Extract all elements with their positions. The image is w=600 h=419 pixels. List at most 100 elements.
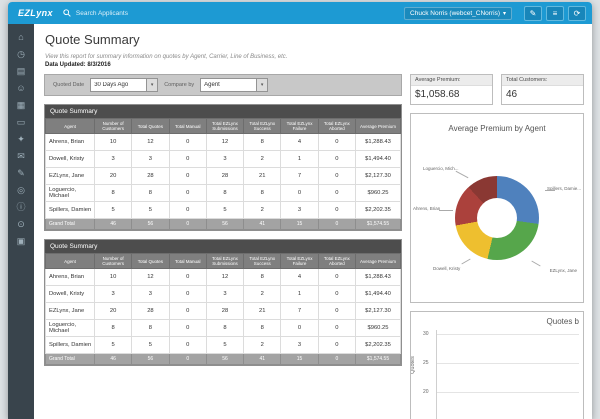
column-header[interactable]: Total EZLynx Failure: [280, 253, 319, 269]
card-icon[interactable]: ▭: [16, 117, 26, 127]
compose-icon[interactable]: ✎: [524, 5, 542, 21]
ezlynx-logo: EZLynx: [18, 8, 53, 18]
table-cell: 0: [317, 184, 357, 202]
compare-by-label: Compare by: [164, 82, 195, 88]
compare-by-select[interactable]: Agent ▾: [200, 78, 269, 92]
chart-title: Average Premium by Agent: [448, 124, 546, 133]
column-header[interactable]: Agent: [45, 253, 95, 269]
grand-total-cell: 41: [243, 353, 282, 365]
table-cell: 2: [243, 336, 282, 354]
column-header[interactable]: Total Manual: [168, 118, 207, 134]
refresh-icon[interactable]: ⟳: [568, 5, 586, 21]
table-cell: 0: [317, 285, 357, 303]
column-header[interactable]: Total EZLynx Failure: [280, 118, 319, 134]
table-cell: 3: [93, 285, 133, 303]
grand-total-cell: 0: [317, 353, 357, 365]
info-icon[interactable]: ⓘ: [16, 202, 26, 212]
table-row: EZLynx, Jane 20 28 0 28 21 7 0 $2,127.30: [45, 167, 401, 185]
table-row: EZLynx, Jane 20 28 0 28 21 7 0 $2,127.30: [45, 302, 401, 320]
search-icon: [63, 9, 71, 17]
quoted-date-label: Quoted Date: [53, 82, 85, 88]
search-box[interactable]: [63, 8, 158, 18]
table-row: Dowell, Kristy 3 3 0 3 2 1 0 $1,494.40: [45, 285, 401, 303]
gridline: [437, 392, 579, 393]
column-header[interactable]: Total EZLynx Aborted: [317, 253, 357, 269]
table-cell: $2,202.35: [355, 201, 401, 219]
column-header[interactable]: Total EZLynx Success: [243, 253, 282, 269]
average-premium-stat: Average Premium: $1,058.68: [410, 74, 493, 105]
table-cell: 28: [205, 167, 245, 185]
grand-total-cell: $1,574.55: [355, 353, 401, 365]
topbar-actions: ✎ ≡ ⟳: [520, 5, 586, 21]
quoted-date-select[interactable]: 30 Days Ago ▾: [90, 78, 159, 92]
table-cell: 21: [243, 167, 282, 185]
content: Quoted Date 30 Days Ago ▾ Compare by Age…: [44, 74, 584, 419]
table-cell: 20: [93, 302, 133, 320]
table-cell: 10: [93, 133, 133, 151]
power-icon[interactable]: ⊙: [17, 219, 25, 229]
grand-total-cell: 0: [168, 218, 207, 230]
grand-total-cell: 0: [317, 218, 357, 230]
table-cell: 0: [317, 268, 357, 286]
table-cell: 8: [93, 319, 133, 337]
policy-icon[interactable]: ✦: [17, 134, 25, 144]
search-icon[interactable]: ◎: [17, 185, 25, 195]
table-cell: 0: [168, 184, 207, 202]
user-menu[interactable]: Chuck Norris (webcet_CNorris) ▾: [404, 6, 512, 20]
legend-connector-line: [531, 260, 541, 267]
home-icon[interactable]: ⌂: [18, 32, 24, 42]
column-header[interactable]: Average Premium: [355, 118, 401, 134]
right-column: Average Premium: $1,058.68 Total Custome…: [410, 74, 584, 419]
user-name: Chuck Norris (webcet_CNorris): [410, 9, 500, 17]
grand-total-cell: 46: [93, 353, 133, 365]
history-icon[interactable]: ◷: [17, 49, 25, 59]
column-header[interactable]: Number of Customers: [93, 253, 133, 269]
grand-total-cell: 56: [131, 218, 170, 230]
column-header[interactable]: Total EZLynx Submissions: [205, 253, 245, 269]
table-cell: $2,127.30: [355, 302, 401, 320]
edit-icon[interactable]: ✎: [17, 168, 25, 178]
table-cell: 4: [280, 133, 319, 151]
table-row: Dowell, Kristy 3 3 0 3 2 1 0 $1,494.40: [45, 150, 401, 168]
table-cell: Loguercio, Michael: [45, 319, 95, 337]
quotes-chart-panel: Quotes b Quotes 30 25 20: [410, 311, 584, 419]
folder-icon[interactable]: ▤: [16, 66, 26, 76]
table-cell: 3: [131, 150, 170, 168]
reports-icon[interactable]: ▦: [16, 100, 26, 110]
table-cell: 0: [168, 150, 207, 168]
column-header[interactable]: Average Premium: [355, 253, 401, 269]
table-cell: 28: [131, 167, 170, 185]
table-cell: Ahrens, Brian: [45, 268, 95, 286]
table-cell: $1,494.40: [355, 285, 401, 303]
legend-connector-line: [439, 210, 453, 211]
calendar-icon[interactable]: ▣: [16, 236, 26, 246]
search-input[interactable]: [73, 8, 158, 18]
table-cell: 0: [168, 167, 207, 185]
column-header[interactable]: Total Quotes: [131, 253, 170, 269]
stat-label: Total Customers:: [502, 75, 583, 86]
legend-label: Ahrens, Brian: [413, 206, 441, 211]
message-icon[interactable]: ✉: [17, 151, 25, 161]
data-updated: Data Updated: 8/3/2016: [45, 62, 584, 68]
table-cell: $1,494.40: [355, 150, 401, 168]
column-header[interactable]: Total EZLynx Aborted: [317, 118, 357, 134]
column-header[interactable]: Total Quotes: [131, 118, 170, 134]
table-cell: 7: [280, 302, 319, 320]
main-content: Quote Summary View this report for summa…: [34, 24, 592, 419]
list-icon[interactable]: ≡: [546, 5, 564, 21]
table-cell: 8: [93, 184, 133, 202]
compare-by-value: Agent: [204, 82, 220, 88]
contacts-icon[interactable]: ☺: [16, 83, 26, 93]
column-header[interactable]: Number of Customers: [93, 118, 133, 134]
table-cell: 8: [243, 268, 282, 286]
column-header[interactable]: Total EZLynx Success: [243, 118, 282, 134]
table-cell: 0: [317, 319, 357, 337]
sidebar: ⌂ ◷ ▤ ☺ ▦ ▭ ✦ ✉ ✎ ◎ ⓘ ⊙ ▣: [8, 24, 34, 419]
column-header[interactable]: Total Manual: [168, 253, 207, 269]
table-row: Spillers, Damien 5 5 0 5 2 3 0 $2,202.35: [45, 336, 401, 354]
grand-total-cell: 56: [131, 353, 170, 365]
column-header[interactable]: Agent: [45, 118, 95, 134]
column-header[interactable]: Total EZLynx Submissions: [205, 118, 245, 134]
left-column: Quoted Date 30 Days Ago ▾ Compare by Age…: [44, 74, 402, 419]
table-cell: 0: [168, 285, 207, 303]
